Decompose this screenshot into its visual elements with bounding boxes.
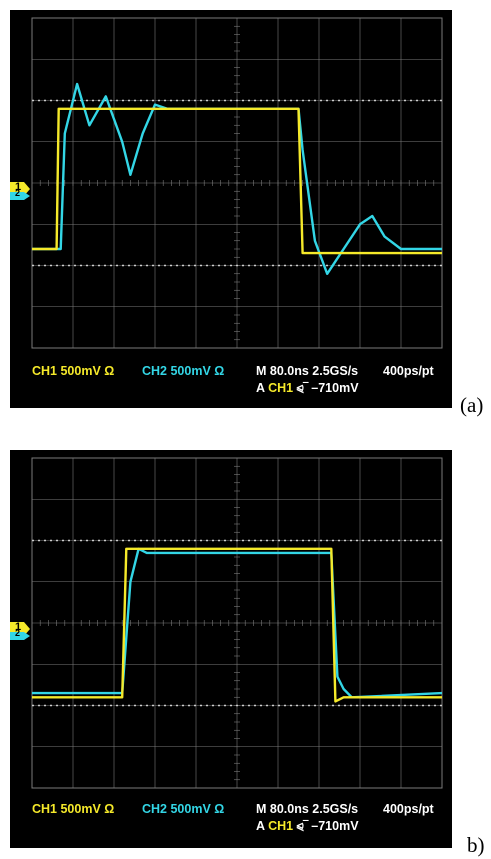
trigger-level: –710mV	[311, 381, 359, 395]
trigger-channel: CH1	[268, 381, 294, 395]
resolution-readout-b: 400ps/pt	[383, 802, 434, 816]
ch2-readout-b: CH2 500mV Ω	[142, 802, 225, 816]
trigger-level: –710mV	[311, 819, 359, 833]
trigger-prefix: A	[256, 381, 265, 395]
trigger-readout-b: A CH1 ⪨‾ –710mV	[256, 819, 359, 834]
timebase-readout-b: M 80.0ns 2.5GS/s	[256, 802, 359, 816]
resolution-readout-a: 400ps/pt	[383, 364, 434, 378]
ch2-readout-a: CH2 500mV Ω	[142, 364, 225, 378]
rising-edge-icon: ⪨‾	[296, 381, 308, 395]
scope-plot-a	[31, 17, 443, 349]
trigger-channel: CH1	[268, 819, 294, 833]
scope-plot-b	[31, 457, 443, 789]
panel-label-a: (a)	[460, 393, 484, 417]
oscilloscope-screen-a: 1 2 CH1 500mV Ω CH2 500mV Ω M 80.0ns 2.5…	[10, 10, 452, 408]
oscilloscope-screen-b: 1 2 CH1 500mV Ω CH2 500mV Ω M 80.0ns 2.5…	[10, 450, 452, 848]
rising-edge-icon: ⪨‾	[296, 819, 308, 833]
ch1-readout-a: CH1 500mV Ω	[32, 364, 115, 378]
ch2-marker-b: 2	[10, 628, 30, 640]
trigger-readout-a: A CH1 ⪨‾ –710mV	[256, 381, 359, 396]
ch1-trace	[32, 107, 442, 255]
ch1-trace	[32, 547, 442, 703]
panel-label-b: b)	[467, 833, 485, 857]
ch1-readout-b: CH1 500mV Ω	[32, 802, 115, 816]
ch2-trace	[32, 547, 443, 699]
trigger-prefix: A	[256, 819, 265, 833]
timebase-readout-a: M 80.0ns 2.5GS/s	[256, 364, 359, 378]
ch2-marker-a: 2	[10, 188, 30, 200]
